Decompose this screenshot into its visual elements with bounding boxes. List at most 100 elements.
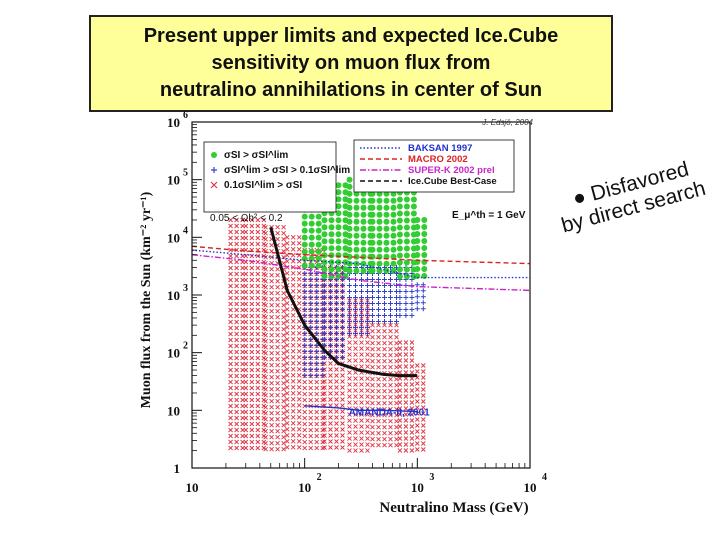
cloud-point	[382, 289, 387, 294]
cloud-point	[275, 236, 280, 242]
cloud-point	[403, 196, 410, 203]
cloud-point	[275, 428, 280, 434]
cloud-point	[275, 302, 280, 308]
cloud-point	[255, 367, 261, 373]
cloud-point	[263, 284, 268, 290]
cloud-point	[290, 348, 296, 354]
cloud-point	[255, 343, 261, 349]
cloud-point	[409, 370, 415, 375]
cloud-point	[370, 376, 375, 382]
cloud-point	[403, 231, 410, 238]
cloud-point	[396, 203, 403, 210]
cloud-point	[353, 304, 358, 309]
cloud-point	[308, 277, 314, 282]
y-tick-label: 10	[167, 288, 180, 303]
cloud-point	[269, 380, 274, 386]
cloud-point	[359, 376, 364, 381]
cloud-point	[382, 430, 387, 436]
cloud-point	[275, 440, 280, 446]
cloud-point	[290, 258, 296, 264]
cloud-point	[388, 400, 393, 406]
cloud-point	[296, 384, 302, 390]
cloud-point	[228, 313, 233, 319]
cloud-point	[370, 328, 375, 334]
cloud-point	[328, 349, 333, 354]
cloud-point	[255, 337, 261, 343]
cloud-point	[243, 271, 249, 277]
cloud-point	[234, 313, 239, 319]
cloud-point	[397, 448, 403, 453]
cloud-point	[320, 373, 326, 378]
cloud-point	[314, 319, 320, 324]
cloud-point	[255, 271, 261, 277]
cloud-point	[396, 224, 403, 231]
cloud-point	[388, 313, 393, 318]
cloud-point	[334, 301, 339, 306]
cloud-point	[397, 307, 403, 312]
cloud-point	[370, 412, 375, 418]
cloud-point	[249, 397, 255, 403]
cloud-point	[281, 374, 286, 380]
cloud-point	[370, 418, 375, 424]
cloud-point	[359, 418, 364, 423]
cloud-point	[382, 394, 387, 400]
cloud-point	[397, 436, 403, 441]
cloud-point	[328, 343, 333, 348]
cloud-point	[284, 402, 290, 408]
cloud-point	[394, 400, 399, 406]
cloud-point	[390, 239, 397, 246]
cloud-point	[328, 224, 335, 231]
cloud-point	[409, 352, 415, 357]
cloud-point	[228, 439, 233, 445]
cloud-point	[383, 267, 390, 274]
cloud-point	[369, 218, 376, 225]
cloud-point	[322, 319, 327, 324]
cloud-point	[334, 397, 339, 402]
cloud-point	[414, 447, 420, 452]
cloud-point	[284, 384, 290, 390]
cloud-point	[263, 290, 268, 296]
cloud-point	[228, 295, 233, 301]
cloud-point	[335, 231, 342, 238]
cloud-point	[234, 415, 239, 421]
cloud-point	[290, 342, 296, 348]
cloud-point	[234, 385, 239, 391]
cloud-point	[390, 260, 397, 267]
cloud-point	[308, 325, 314, 330]
cloud-point	[308, 283, 314, 288]
cloud-point	[302, 379, 308, 385]
cloud-point	[346, 218, 353, 225]
cloud-point	[228, 433, 233, 439]
cloud-point	[243, 379, 249, 385]
cloud-point	[420, 375, 426, 380]
cloud-point	[420, 288, 426, 294]
cloud-point	[388, 319, 393, 324]
cloud-point	[334, 319, 339, 324]
cloud-point	[376, 388, 381, 394]
cloud-point	[353, 204, 360, 211]
cloud-point	[365, 310, 370, 315]
cloud-point	[255, 445, 261, 451]
cloud-point	[353, 310, 358, 315]
cloud-point	[243, 409, 249, 415]
cloud-point	[403, 424, 409, 429]
cloud-point	[359, 340, 364, 345]
cloud-point	[228, 319, 233, 325]
x-tick-label: 10	[298, 480, 311, 495]
cloud-point	[243, 241, 249, 247]
cloud-point	[353, 442, 358, 447]
cloud-point	[360, 239, 367, 246]
cloud-point	[347, 352, 352, 357]
cloud-point	[228, 229, 233, 235]
cloud-point	[328, 307, 333, 312]
cloud-point	[234, 229, 239, 235]
cloud-point	[263, 398, 268, 404]
cloud-point	[228, 355, 233, 361]
cloud-point	[296, 420, 302, 426]
cloud-point	[382, 364, 387, 370]
cloud-point	[409, 412, 415, 417]
cloud-point	[346, 253, 353, 260]
cloud-point	[302, 373, 308, 378]
cloud-point	[243, 325, 249, 331]
